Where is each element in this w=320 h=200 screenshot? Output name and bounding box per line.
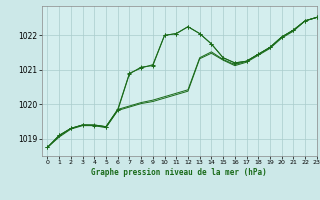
X-axis label: Graphe pression niveau de la mer (hPa): Graphe pression niveau de la mer (hPa) — [91, 168, 267, 177]
